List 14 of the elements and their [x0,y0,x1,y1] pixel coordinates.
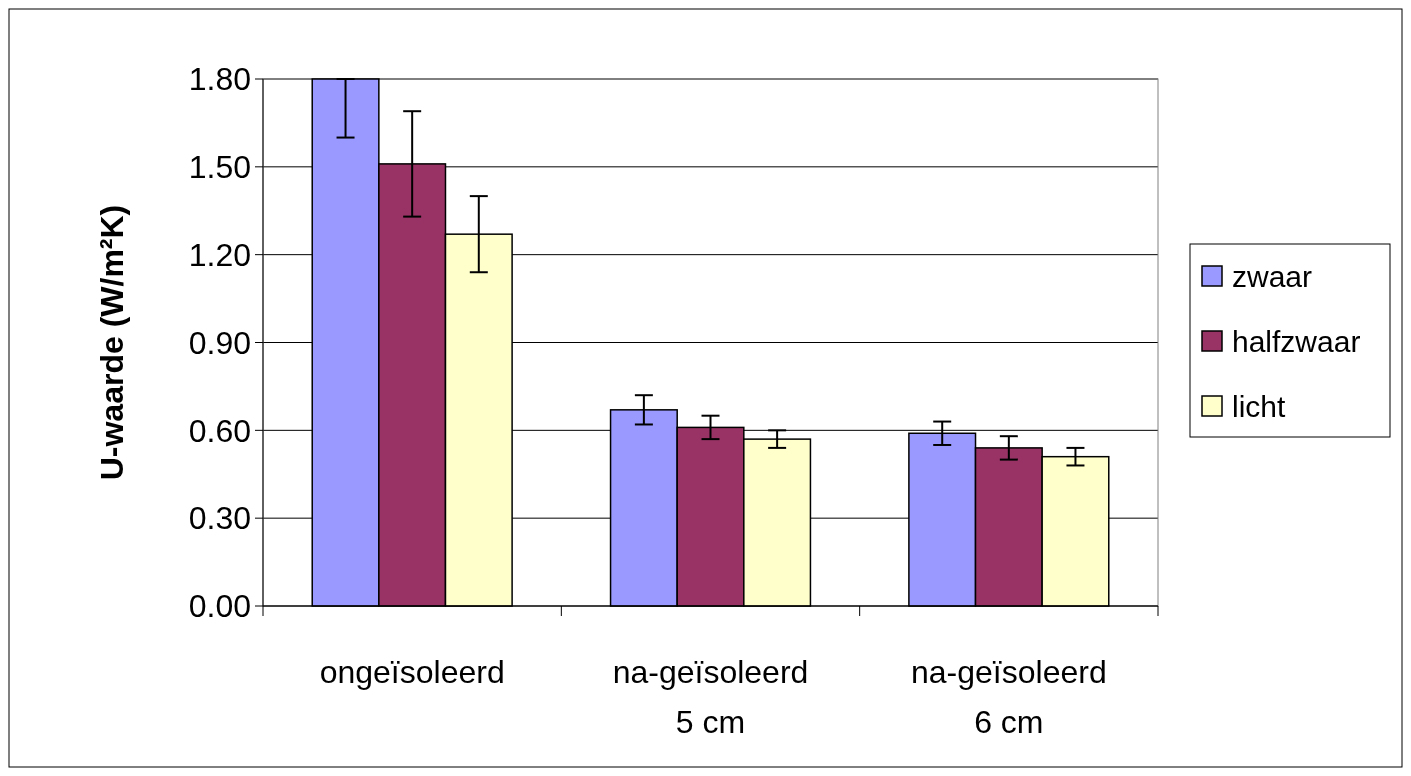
y-tick-label: 0.60 [188,412,251,449]
y-axis-title: U-waarde (W/m²K) [94,204,130,481]
y-tick-label: 0.90 [188,324,251,361]
x-tick-label: ongeïsoleerd [319,654,505,690]
y-tick-label: 1.20 [188,236,251,273]
y-tick-label: 0.00 [188,588,251,625]
legend-label: zwaar [1232,259,1313,293]
legend-label: licht [1232,389,1287,423]
x-tick-label: na-geïsoleerd 6 cm [910,654,1107,740]
y-tick-label: 1.50 [188,149,251,186]
y-tick-label: 1.80 [188,61,251,98]
x-tick-label: na-geïsoleerd 5 cm [612,654,809,740]
y-tick-label: 0.30 [188,500,251,537]
legend-label: halfzwaar [1232,324,1361,358]
